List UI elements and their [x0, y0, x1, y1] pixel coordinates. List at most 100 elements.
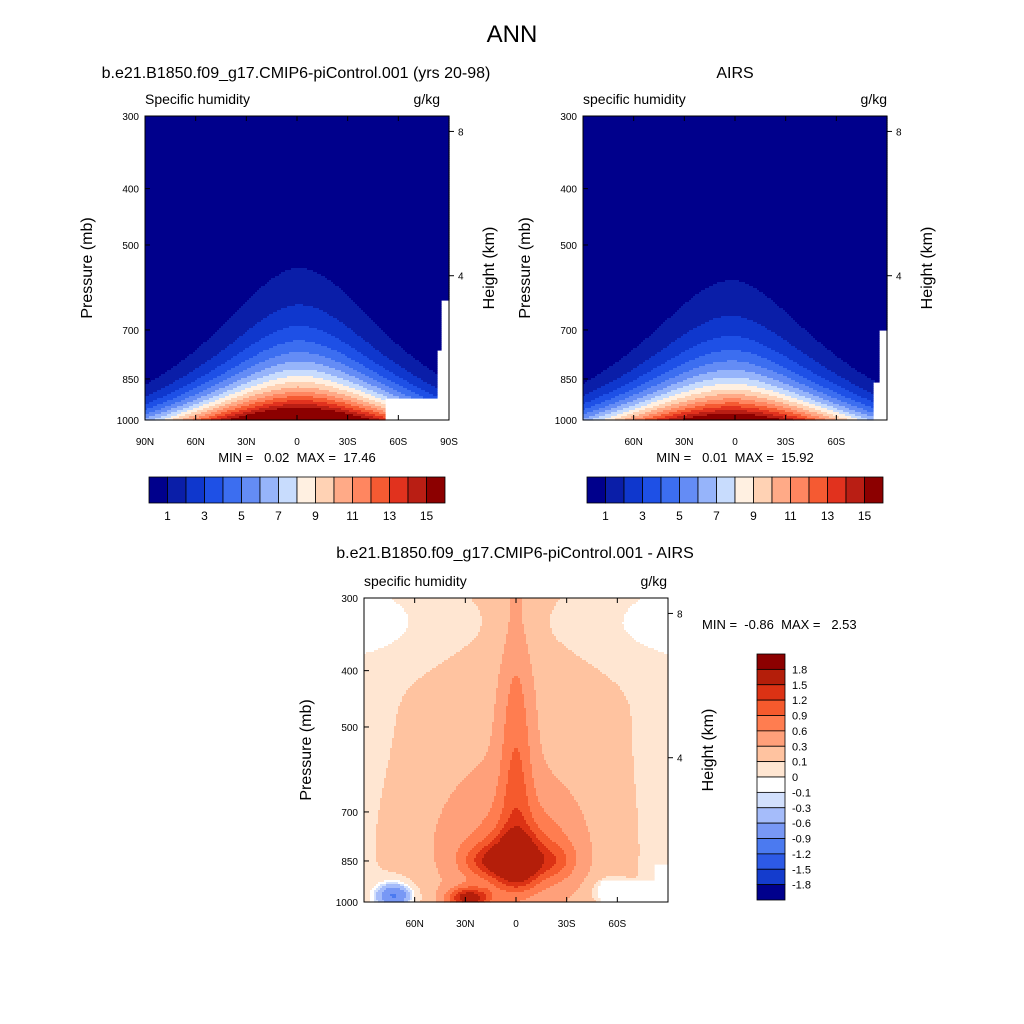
contour-cell [638, 834, 669, 837]
contour-cell [364, 732, 395, 735]
contour-cell [185, 414, 196, 417]
contour-cell [783, 308, 888, 311]
contour-cell [221, 418, 232, 421]
contour-cell [508, 632, 525, 635]
contour-cell [624, 618, 669, 621]
contour-cell [546, 870, 561, 873]
contour-cell [382, 896, 393, 899]
contour-cell [343, 378, 360, 381]
contour-cell [488, 748, 503, 751]
contour-cell [364, 708, 399, 711]
contour-cell [833, 402, 848, 405]
contour-cell [643, 340, 676, 343]
colorbar-label: 1.2 [792, 695, 807, 707]
contour-cell [364, 714, 397, 717]
contour-cell [145, 162, 450, 165]
contour-cell [761, 392, 780, 395]
colorbar-swatch [222, 476, 242, 504]
contour-cell [378, 814, 441, 817]
contour-cell [438, 888, 451, 891]
contour-cell [583, 214, 888, 217]
contour-cell [651, 402, 666, 405]
contour-cell [386, 768, 475, 771]
contour-cell [187, 356, 214, 359]
contour-cell [504, 824, 529, 827]
contour-cell [821, 342, 880, 345]
contour-cell [566, 856, 577, 859]
contour-cell [596, 882, 601, 885]
contour-cell [538, 720, 633, 723]
contour-cell [315, 362, 342, 365]
contour-cell [243, 412, 256, 415]
contour-cell [500, 888, 531, 891]
contour-cell [775, 350, 802, 353]
contour-cell [504, 798, 529, 801]
contour-cell [554, 864, 567, 867]
contour-cell [599, 396, 616, 399]
contour-cell [364, 692, 407, 695]
contour-cell [502, 658, 531, 661]
contour-cell [583, 364, 614, 367]
contour-cell [659, 404, 672, 407]
contour-cell [536, 700, 629, 703]
contour-cell [518, 886, 535, 889]
contour-cell [434, 834, 471, 837]
contour-cell [145, 334, 214, 337]
contour-cell [265, 410, 336, 413]
contour-cell [375, 396, 388, 399]
contour-cell [665, 406, 680, 409]
contour-cell [524, 772, 533, 775]
contour-cell [434, 858, 457, 861]
contour-cell [705, 322, 758, 325]
contour-cell [364, 770, 387, 773]
contour-cell [488, 746, 503, 749]
contour-cell [173, 418, 184, 421]
contour-cell [558, 824, 587, 827]
contour-cell [701, 290, 760, 293]
contour-cell [496, 698, 509, 701]
contour-cell [583, 132, 888, 135]
colorbar-label: -0.1 [792, 787, 811, 799]
contour-cell [285, 270, 314, 273]
contour-cell [382, 892, 407, 895]
contour-cell [496, 692, 511, 695]
contour-cell [384, 784, 459, 787]
contour-cell [612, 680, 669, 683]
contour-cell [508, 704, 525, 707]
contour-cell [855, 368, 880, 371]
plot-area [583, 116, 888, 421]
colorbar-label: 1.8 [792, 664, 807, 676]
contour-cell [408, 884, 417, 887]
contour-cell [793, 412, 806, 415]
contour-cell [801, 326, 888, 329]
contour-cell [219, 406, 230, 409]
contour-cell [321, 408, 342, 411]
contour-cell [410, 896, 413, 899]
contour-cell [349, 344, 372, 347]
contour-cell [390, 756, 485, 759]
contour-cell [333, 386, 350, 389]
contour-cell [367, 356, 388, 359]
contour-cell [434, 856, 457, 859]
contour-cell [255, 364, 278, 367]
contour-cell [390, 758, 485, 761]
contour-cell [861, 416, 874, 419]
contour-cell [585, 402, 602, 405]
contour-cell [605, 410, 618, 413]
contour-cell [761, 356, 788, 359]
contour-cell [607, 368, 634, 371]
contour-cell [269, 314, 330, 317]
contour-cell [496, 690, 511, 693]
contour-cell [530, 896, 571, 899]
contour-cell [514, 808, 519, 811]
contour-cell [542, 830, 563, 833]
contour-cell [599, 408, 612, 411]
contour-cell [643, 416, 654, 419]
contour-cell [472, 832, 491, 835]
contour-cell [817, 412, 828, 415]
contour-cell [145, 234, 450, 237]
contour-cell [399, 384, 414, 387]
contour-cell [436, 866, 459, 869]
contour-cell [197, 378, 214, 381]
contour-cell [359, 406, 372, 409]
